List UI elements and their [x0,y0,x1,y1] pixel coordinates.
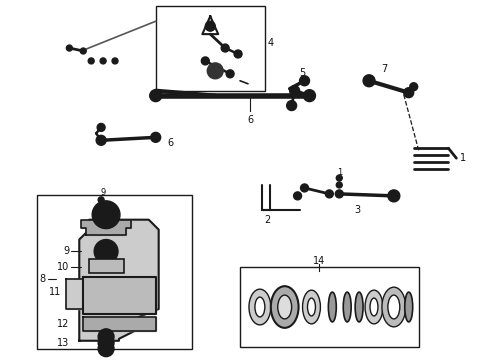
Circle shape [80,48,86,54]
Circle shape [363,75,375,87]
Circle shape [98,341,114,357]
Ellipse shape [278,295,292,319]
Circle shape [96,135,106,145]
Ellipse shape [365,290,383,324]
Polygon shape [81,220,131,235]
Circle shape [66,45,73,51]
Ellipse shape [388,295,400,319]
Circle shape [97,123,105,131]
Bar [37,195,193,349]
Circle shape [112,58,118,64]
Circle shape [410,83,417,91]
Text: 6: 6 [168,138,173,148]
Circle shape [98,197,104,203]
Polygon shape [83,277,156,314]
Circle shape [290,86,299,96]
Polygon shape [66,279,83,309]
Text: 5: 5 [299,68,306,78]
Circle shape [336,182,342,188]
Text: 11: 11 [49,287,61,297]
Text: 10: 10 [57,262,70,272]
Circle shape [234,50,242,58]
Text: 2: 2 [265,215,271,225]
Circle shape [205,21,215,31]
Circle shape [94,239,118,264]
Circle shape [103,204,109,210]
Ellipse shape [308,298,316,316]
Text: 14: 14 [313,256,325,266]
Bar [89,260,124,273]
Ellipse shape [370,298,378,316]
Circle shape [201,57,209,65]
Circle shape [98,329,114,345]
Polygon shape [83,317,156,331]
Circle shape [300,184,309,192]
Bar [156,6,265,91]
Circle shape [388,190,400,202]
Ellipse shape [355,292,363,322]
Circle shape [226,70,234,78]
Circle shape [287,100,296,111]
Text: 1: 1 [337,167,342,176]
Ellipse shape [328,292,336,322]
Circle shape [336,175,342,181]
Text: 12: 12 [57,319,70,329]
Ellipse shape [249,289,271,325]
Circle shape [221,44,229,52]
Text: 4: 4 [268,38,274,48]
Text: 1: 1 [460,153,466,163]
Ellipse shape [255,297,265,317]
Ellipse shape [405,292,413,322]
Circle shape [100,58,106,64]
Polygon shape [79,220,159,341]
Text: 3: 3 [354,205,360,215]
Circle shape [151,132,161,142]
Circle shape [325,190,333,198]
Circle shape [294,192,301,200]
Circle shape [98,335,114,351]
Circle shape [102,339,110,347]
Circle shape [100,246,112,257]
Ellipse shape [271,286,298,328]
Circle shape [99,208,113,222]
Circle shape [299,76,310,86]
Ellipse shape [302,290,320,324]
Circle shape [88,58,94,64]
Circle shape [150,90,162,102]
Circle shape [92,201,120,229]
Circle shape [102,345,110,353]
Circle shape [207,63,223,79]
Text: 8: 8 [39,274,46,284]
Ellipse shape [343,292,351,322]
Text: 9: 9 [63,247,70,256]
Text: 13: 13 [57,338,70,348]
Circle shape [102,333,110,341]
Circle shape [335,190,343,198]
Bar [240,267,418,347]
Text: 6: 6 [247,116,253,126]
Ellipse shape [382,287,406,327]
Text: 9: 9 [100,188,106,197]
Circle shape [303,90,316,102]
Circle shape [404,88,414,98]
Text: 7: 7 [381,64,387,74]
